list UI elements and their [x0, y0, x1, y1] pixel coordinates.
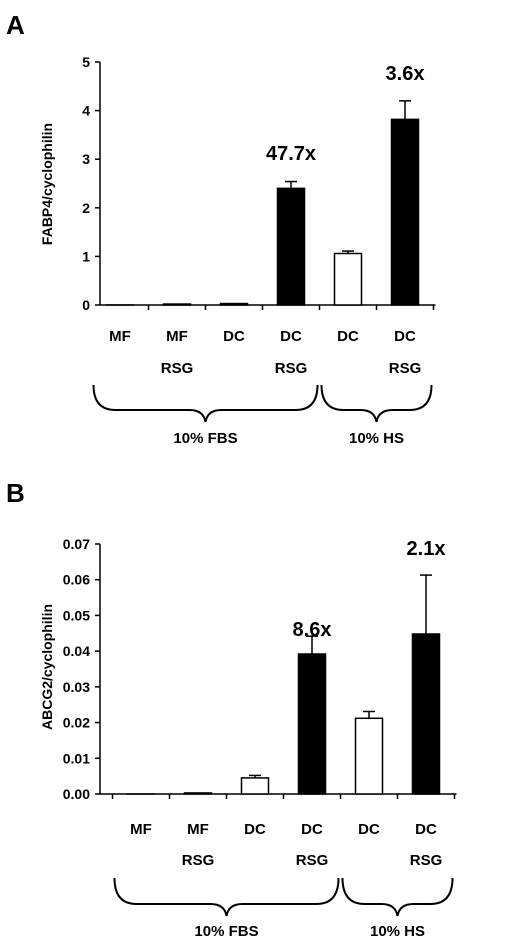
fold-change-annotation: 47.7x: [266, 143, 316, 165]
bar: [183, 792, 213, 795]
bar: [297, 653, 327, 795]
fold-change-annotation: 8.6x: [293, 619, 332, 641]
y-tick-label: 0.06: [63, 572, 90, 588]
x-category-label: DC: [280, 328, 302, 345]
y-tick-label: 0.03: [63, 679, 90, 695]
fold-change-annotation: 2.1x: [407, 538, 446, 560]
group-brace: [320, 384, 433, 423]
group-label: 10% FBS: [194, 923, 258, 940]
group-label: 10% HS: [349, 430, 404, 447]
group-brace: [113, 877, 340, 917]
x-category-sublabel: RSG: [275, 360, 308, 377]
bar: [240, 777, 270, 795]
bar: [411, 633, 441, 795]
x-category-label: DC: [415, 821, 437, 838]
y-tick-label: 0.01: [63, 750, 90, 766]
panel-a: A FABP4/cyclophilin 0 1 2 3 4 5 MF MF RSG DC DC RSG…: [6, 10, 436, 447]
x-category-label: DC: [358, 821, 380, 838]
x-category-label: MF: [166, 328, 188, 345]
panel-a-letter: A: [6, 10, 25, 40]
bar: [354, 717, 384, 795]
x-category-label: DC: [337, 328, 359, 345]
y-tick-label: 0.04: [63, 643, 90, 659]
y-tick-label: 5: [82, 54, 90, 70]
group-label: 10% HS: [370, 923, 425, 940]
x-category-label: MF: [187, 821, 209, 838]
x-category-sublabel: RSG: [161, 360, 194, 377]
panel-b-y-axis-label: ABCG2/cyclophilin: [39, 604, 55, 730]
x-category-sublabel: RSG: [389, 360, 422, 377]
bar: [333, 252, 363, 306]
x-category-sublabel: RSG: [182, 852, 215, 869]
group-label: 10% FBS: [173, 430, 237, 447]
x-category-label: DC: [394, 328, 416, 345]
x-category-label: MF: [130, 821, 152, 838]
bar: [390, 118, 420, 306]
y-tick-label: 0.05: [63, 607, 90, 623]
y-tick-label: 0.02: [63, 715, 90, 731]
fold-change-annotation: 3.6x: [386, 63, 425, 85]
x-category-label: DC: [223, 328, 245, 345]
x-category-sublabel: RSG: [296, 852, 329, 869]
panel-a-y-axis-label: FABP4/cyclophilin: [39, 123, 55, 245]
panel-b: B ABCG2/cyclophilin 0.00 0.01 0.02 0.03 0.04…: [6, 478, 457, 940]
bar: [162, 303, 192, 306]
y-tick-label: 1: [82, 248, 90, 264]
x-category-label: MF: [109, 328, 131, 345]
bar: [219, 302, 249, 306]
group-brace: [341, 877, 454, 917]
y-tick-label: 0: [82, 297, 90, 313]
bar: [276, 187, 306, 306]
y-tick-label: 3: [82, 151, 90, 167]
y-tick-label: 2: [82, 200, 90, 216]
panel-b-letter: B: [6, 478, 25, 508]
x-category-sublabel: RSG: [410, 852, 443, 869]
y-tick-label: 0.00: [63, 786, 90, 802]
group-brace: [92, 384, 319, 423]
x-category-label: DC: [244, 821, 266, 838]
y-tick-label: 0.07: [63, 536, 90, 552]
x-category-label: DC: [301, 821, 323, 838]
y-tick-label: 4: [82, 103, 90, 119]
